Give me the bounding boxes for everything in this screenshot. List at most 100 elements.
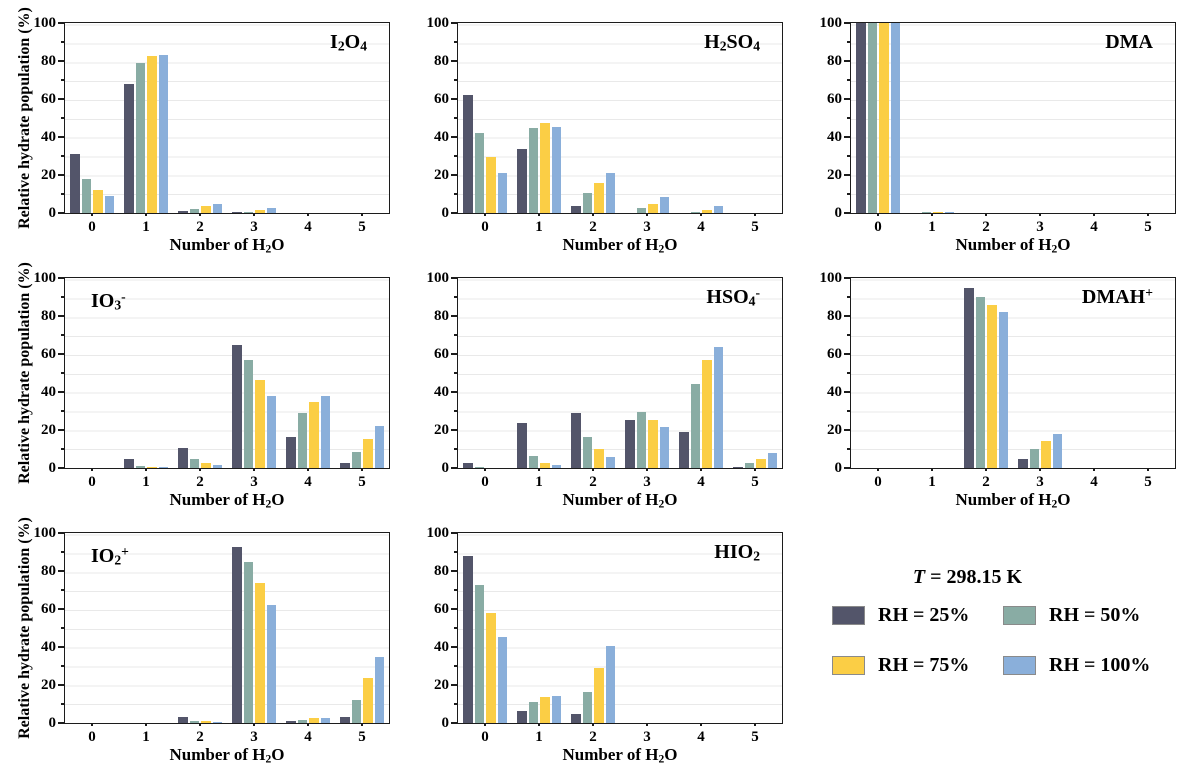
bar-group-3 bbox=[1013, 23, 1067, 213]
y-tick-label: 100 bbox=[426, 15, 450, 31]
plot-area-io2: IO2+ 0 20 40 60 80 100 0 1 2 3 4 5 bbox=[34, 525, 390, 745]
bar-group-4 bbox=[1067, 278, 1121, 468]
x-tick-label: 0 bbox=[874, 474, 882, 490]
legend-item-rh75: RH = 75% bbox=[832, 654, 1003, 677]
y-tick-label: 20 bbox=[827, 422, 842, 438]
bar bbox=[340, 716, 350, 723]
x-tick-label: 5 bbox=[751, 219, 759, 235]
y-tick bbox=[844, 353, 851, 355]
bar bbox=[178, 211, 188, 213]
y-tick bbox=[58, 136, 65, 138]
y-tick-label: 0 bbox=[48, 460, 57, 476]
y-tick bbox=[451, 532, 458, 534]
bar bbox=[474, 133, 484, 213]
y-tick-label: 100 bbox=[33, 525, 57, 541]
x-tick-label: 4 bbox=[697, 729, 705, 745]
bar bbox=[756, 458, 766, 468]
y-tick bbox=[58, 646, 65, 648]
y-tick bbox=[61, 155, 65, 157]
x-tick bbox=[1039, 468, 1041, 471]
y-tick bbox=[58, 212, 65, 214]
y-tick bbox=[451, 22, 458, 24]
y-tick bbox=[454, 155, 458, 157]
y-tick bbox=[58, 277, 65, 279]
bar-group-5 bbox=[728, 278, 782, 468]
y-tick bbox=[454, 296, 458, 298]
legend-swatch-rh25 bbox=[832, 606, 865, 625]
y-tick bbox=[454, 551, 458, 553]
bar bbox=[659, 196, 669, 213]
x-tick-label: 0 bbox=[481, 729, 489, 745]
bar-group-5 bbox=[335, 23, 389, 213]
y-tick-label: 100 bbox=[426, 525, 450, 541]
bar bbox=[340, 463, 350, 468]
bar-group-0 bbox=[458, 278, 512, 468]
x-tick-label: 4 bbox=[304, 474, 312, 490]
y-tick-label: 20 bbox=[434, 422, 449, 438]
bar-group-5 bbox=[728, 23, 782, 213]
bar bbox=[70, 154, 80, 213]
x-tick-label: 1 bbox=[142, 729, 150, 745]
y-tick-label: 80 bbox=[434, 53, 449, 69]
bar-group-1 bbox=[905, 23, 959, 213]
y-tick bbox=[844, 315, 851, 317]
bar bbox=[463, 95, 473, 213]
legend-label-rh50: RH = 50% bbox=[1049, 604, 1141, 626]
x-tick-label: 5 bbox=[1144, 474, 1152, 490]
bar-group-0 bbox=[65, 23, 119, 213]
x-tick bbox=[145, 213, 147, 216]
bar bbox=[605, 456, 615, 468]
x-tick-label: 5 bbox=[1144, 219, 1152, 235]
y-tick bbox=[451, 608, 458, 610]
y-tick bbox=[454, 627, 458, 629]
y-tick bbox=[61, 117, 65, 119]
bar bbox=[243, 359, 253, 468]
bar bbox=[474, 467, 484, 468]
bar bbox=[243, 211, 253, 213]
bar bbox=[255, 583, 265, 723]
bar bbox=[243, 562, 253, 723]
bar bbox=[767, 452, 777, 468]
y-tick bbox=[451, 174, 458, 176]
y-tick bbox=[847, 117, 851, 119]
x-tick-label: 2 bbox=[589, 729, 597, 745]
bar bbox=[320, 395, 330, 468]
y-tick bbox=[847, 334, 851, 336]
bar-group-0 bbox=[65, 533, 119, 723]
y-tick-label: 80 bbox=[827, 53, 842, 69]
x-tick bbox=[90, 213, 93, 216]
x-tick-label: 3 bbox=[1036, 474, 1044, 490]
y-tick-label: 60 bbox=[434, 601, 449, 617]
y-tick bbox=[61, 551, 65, 553]
y-tick-label: 80 bbox=[434, 308, 449, 324]
x-tick-label: 4 bbox=[697, 474, 705, 490]
plot-area-i2o4: I2O4 0 20 40 60 80 100 0 1 2 3 4 5 bbox=[34, 15, 390, 235]
bar-group-3 bbox=[620, 533, 674, 723]
x-tick-label: 2 bbox=[982, 219, 990, 235]
bar bbox=[540, 463, 550, 468]
x-tick bbox=[361, 468, 363, 471]
x-tick bbox=[700, 468, 702, 471]
panel-io3: Relative hydrate population (%) IO3- 0 20… bbox=[0, 255, 393, 510]
y-tick bbox=[847, 410, 851, 412]
x-axis-label: Number of H2O bbox=[955, 490, 1071, 511]
y-tick bbox=[58, 315, 65, 317]
bar bbox=[933, 212, 943, 213]
y-tick bbox=[844, 136, 851, 138]
x-tick bbox=[538, 468, 540, 471]
panel-h2so4: H2SO4 0 20 40 60 80 100 0 1 2 3 4 5 Number of H2O bbox=[393, 0, 786, 255]
panel-title-hio2: HIO2 bbox=[714, 541, 760, 564]
x-tick bbox=[931, 468, 933, 471]
x-tick bbox=[253, 213, 255, 216]
bar-group-2 bbox=[566, 533, 620, 723]
bar-group-3 bbox=[620, 278, 674, 468]
x-tick bbox=[90, 468, 93, 471]
x-tick bbox=[483, 213, 486, 216]
y-tick-label: 20 bbox=[827, 167, 842, 183]
x-tick-label: 2 bbox=[196, 474, 204, 490]
bar bbox=[517, 710, 527, 723]
x-tick-label: 2 bbox=[196, 219, 204, 235]
x-tick-label: 1 bbox=[535, 729, 543, 745]
y-tick bbox=[451, 391, 458, 393]
y-tick-label: 40 bbox=[41, 384, 56, 400]
